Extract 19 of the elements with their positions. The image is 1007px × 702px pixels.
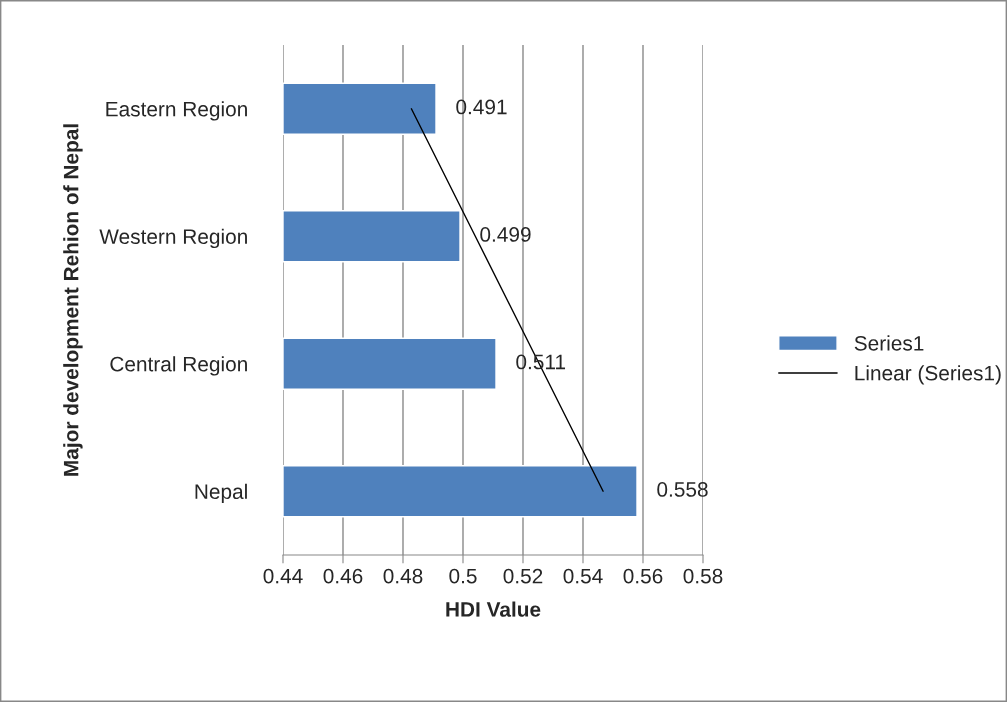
data-label: 0.558	[657, 482, 708, 497]
x-tick-label: 0.48	[383, 568, 423, 584]
x-axis-title: HDI Value	[446, 601, 541, 617]
y-axis-title: Major development Rehion of Nepal	[63, 124, 83, 476]
y-tick-label: Nepal	[195, 483, 247, 504]
x-tick-label: 0.58	[683, 568, 723, 584]
x-tick-label: 0.5	[449, 568, 477, 584]
x-tick-label: 0.44	[263, 568, 303, 584]
data-label: 0.491	[456, 99, 507, 115]
x-tick-label: 0.56	[623, 568, 663, 584]
data-label: 0.499	[480, 227, 531, 242]
legend-label: Series1	[854, 335, 924, 351]
x-tick-label: 0.54	[563, 568, 603, 584]
y-tick-label: Western Region	[99, 228, 247, 249]
legend-label: Linear (Series1)	[855, 365, 1001, 385]
x-tick-label: 0.52	[503, 568, 543, 584]
x-tick-label: 0.46	[323, 568, 363, 584]
y-tick-label: Central Region	[110, 356, 247, 376]
y-tick-label: Eastern Region	[106, 101, 247, 121]
